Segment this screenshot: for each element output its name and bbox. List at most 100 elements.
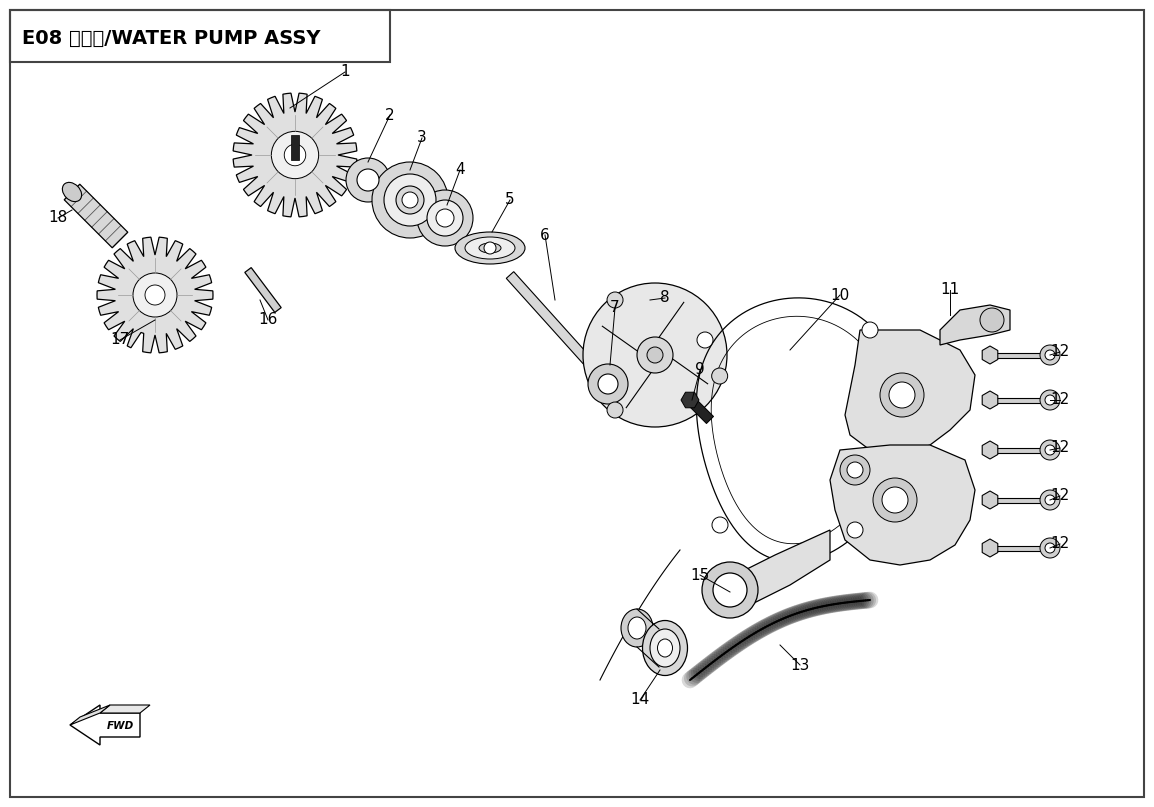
Circle shape bbox=[872, 478, 917, 522]
Text: E08 水泵组/WATER PUMP ASSY: E08 水泵组/WATER PUMP ASSY bbox=[22, 28, 321, 48]
Text: 1: 1 bbox=[340, 65, 350, 80]
Circle shape bbox=[697, 332, 713, 348]
Polygon shape bbox=[100, 705, 150, 713]
Text: 3: 3 bbox=[417, 131, 427, 145]
Polygon shape bbox=[681, 392, 699, 408]
Text: 11: 11 bbox=[941, 282, 960, 298]
Polygon shape bbox=[982, 441, 998, 459]
Circle shape bbox=[589, 364, 628, 404]
Circle shape bbox=[436, 209, 454, 227]
Circle shape bbox=[647, 347, 664, 363]
Text: 9: 9 bbox=[695, 362, 705, 378]
Polygon shape bbox=[982, 539, 998, 557]
Circle shape bbox=[712, 517, 728, 533]
Text: 16: 16 bbox=[258, 312, 278, 328]
Circle shape bbox=[1040, 440, 1061, 460]
Text: 14: 14 bbox=[630, 692, 650, 708]
Polygon shape bbox=[941, 305, 1010, 345]
Circle shape bbox=[145, 285, 165, 305]
Ellipse shape bbox=[658, 639, 673, 657]
Circle shape bbox=[402, 192, 418, 208]
Circle shape bbox=[346, 158, 390, 202]
Circle shape bbox=[133, 273, 177, 317]
Circle shape bbox=[1046, 543, 1055, 553]
Polygon shape bbox=[982, 346, 998, 364]
Circle shape bbox=[372, 162, 448, 238]
Ellipse shape bbox=[621, 609, 653, 647]
Polygon shape bbox=[65, 184, 128, 248]
Text: 12: 12 bbox=[1050, 345, 1070, 359]
Polygon shape bbox=[70, 705, 140, 745]
Text: 6: 6 bbox=[540, 228, 549, 242]
Circle shape bbox=[417, 190, 473, 246]
Text: 15: 15 bbox=[690, 567, 710, 583]
Polygon shape bbox=[291, 135, 299, 160]
Polygon shape bbox=[845, 330, 975, 455]
Text: FWD: FWD bbox=[106, 721, 134, 731]
Ellipse shape bbox=[650, 629, 680, 667]
Circle shape bbox=[396, 186, 424, 214]
Circle shape bbox=[712, 368, 728, 384]
Text: 12: 12 bbox=[1050, 392, 1070, 408]
Text: 13: 13 bbox=[790, 658, 810, 672]
Text: 10: 10 bbox=[831, 287, 849, 303]
Circle shape bbox=[1040, 538, 1061, 558]
Circle shape bbox=[1040, 345, 1061, 365]
Polygon shape bbox=[245, 268, 282, 312]
Circle shape bbox=[427, 200, 463, 236]
Circle shape bbox=[607, 292, 623, 308]
Text: 7: 7 bbox=[610, 300, 620, 316]
Text: 12: 12 bbox=[1050, 537, 1070, 551]
Circle shape bbox=[595, 371, 612, 387]
Circle shape bbox=[484, 242, 496, 254]
Text: 18: 18 bbox=[48, 211, 68, 225]
Circle shape bbox=[637, 337, 673, 373]
Circle shape bbox=[284, 144, 306, 165]
Polygon shape bbox=[507, 272, 604, 378]
Polygon shape bbox=[830, 445, 975, 565]
Circle shape bbox=[598, 374, 619, 394]
Text: 12: 12 bbox=[1050, 488, 1070, 504]
Circle shape bbox=[847, 522, 863, 538]
Text: 2: 2 bbox=[385, 107, 395, 123]
Circle shape bbox=[357, 169, 379, 191]
Circle shape bbox=[889, 382, 915, 408]
Polygon shape bbox=[990, 497, 1046, 503]
Ellipse shape bbox=[479, 243, 501, 253]
Ellipse shape bbox=[455, 232, 525, 264]
Circle shape bbox=[1046, 445, 1055, 455]
Ellipse shape bbox=[643, 621, 688, 675]
Polygon shape bbox=[70, 705, 110, 725]
Polygon shape bbox=[990, 546, 1046, 550]
Circle shape bbox=[840, 455, 870, 485]
Ellipse shape bbox=[465, 237, 515, 259]
Circle shape bbox=[607, 402, 623, 418]
Circle shape bbox=[847, 462, 863, 478]
Circle shape bbox=[1040, 390, 1061, 410]
Polygon shape bbox=[97, 237, 213, 353]
Polygon shape bbox=[990, 398, 1046, 403]
Polygon shape bbox=[233, 93, 357, 217]
Circle shape bbox=[1046, 350, 1055, 360]
Text: 17: 17 bbox=[111, 332, 129, 348]
Circle shape bbox=[702, 562, 758, 618]
Text: 12: 12 bbox=[1050, 441, 1070, 455]
Circle shape bbox=[1046, 495, 1055, 505]
Circle shape bbox=[862, 322, 878, 338]
Polygon shape bbox=[687, 396, 713, 424]
Circle shape bbox=[1046, 395, 1055, 405]
Text: 5: 5 bbox=[505, 193, 515, 207]
Circle shape bbox=[271, 132, 319, 178]
Circle shape bbox=[882, 487, 908, 513]
Circle shape bbox=[1040, 490, 1061, 510]
Circle shape bbox=[713, 573, 747, 607]
Polygon shape bbox=[982, 391, 998, 409]
Circle shape bbox=[881, 373, 924, 417]
Ellipse shape bbox=[62, 182, 82, 202]
Circle shape bbox=[980, 308, 1004, 332]
Circle shape bbox=[583, 283, 727, 427]
Polygon shape bbox=[728, 530, 830, 610]
Ellipse shape bbox=[628, 617, 646, 639]
Text: 4: 4 bbox=[455, 162, 465, 178]
Circle shape bbox=[384, 174, 436, 226]
